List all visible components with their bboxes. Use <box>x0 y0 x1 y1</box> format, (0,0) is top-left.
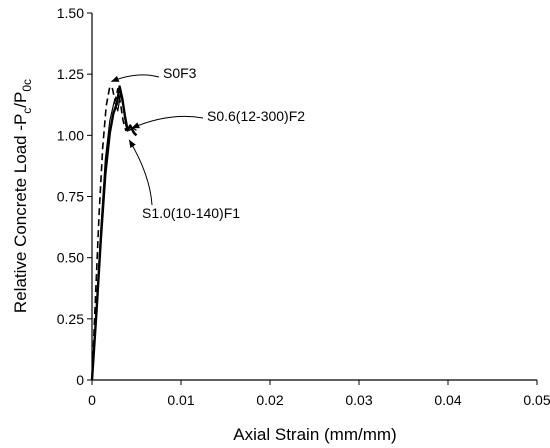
annotation-label: S1.0(10-140)F1 <box>142 205 240 221</box>
x-tick-label: 0.05 <box>523 392 550 408</box>
y-axis-title-main: Relative Concrete Load -P <box>11 114 30 313</box>
annotation-arrow <box>110 74 160 82</box>
x-tick-label: 0.04 <box>434 392 461 408</box>
plot-area: 00.250.500.751.001.251.50 0 0.01 0.02 0.03 0… <box>57 5 550 408</box>
annotation-label: S0F3 <box>163 65 197 81</box>
y-tick-label: 1.25 <box>57 66 84 82</box>
x-tick-label: 0.01 <box>167 392 194 408</box>
y-tick-label: 1.00 <box>57 127 84 143</box>
y-tick-label: 0.25 <box>57 311 84 327</box>
series-layer <box>90 85 138 381</box>
y-axis-title-sub2: 0c <box>20 79 34 92</box>
y-tick-label: 1.50 <box>57 5 84 21</box>
y-axis-title: Relative Concrete Load -Pc/P0c <box>11 79 34 313</box>
y-axis-title-mid: /P <box>11 92 30 108</box>
y-ticks: 0 0.25 0.50 0.75 1.00 1.25 1.50 <box>57 5 92 388</box>
y-tick-label: 0 <box>76 372 84 388</box>
annotation-label: S0.6(12-300)F2 <box>207 108 305 124</box>
annotations: S0F3 S0.6(12-300)F2 S1.0(10-140)F1 <box>110 65 305 221</box>
y-axis-title-sub1: c <box>20 108 34 114</box>
x-tick-label: 0.03 <box>345 392 372 408</box>
x-axis-title: Axial Strain (mm/mm) <box>233 425 396 444</box>
y-tick-label: 0.75 <box>57 189 84 205</box>
annotation-arrow <box>131 115 204 129</box>
annotation-arrow <box>128 139 153 206</box>
x-tick-label: 0 <box>88 392 96 408</box>
x-ticks: 0 0.01 0.02 0.03 0.04 0.05 <box>88 380 550 408</box>
series-line-3 <box>90 85 138 381</box>
x-tick-label: 0.02 <box>256 392 283 408</box>
y-tick-label: 0.50 <box>57 250 84 266</box>
